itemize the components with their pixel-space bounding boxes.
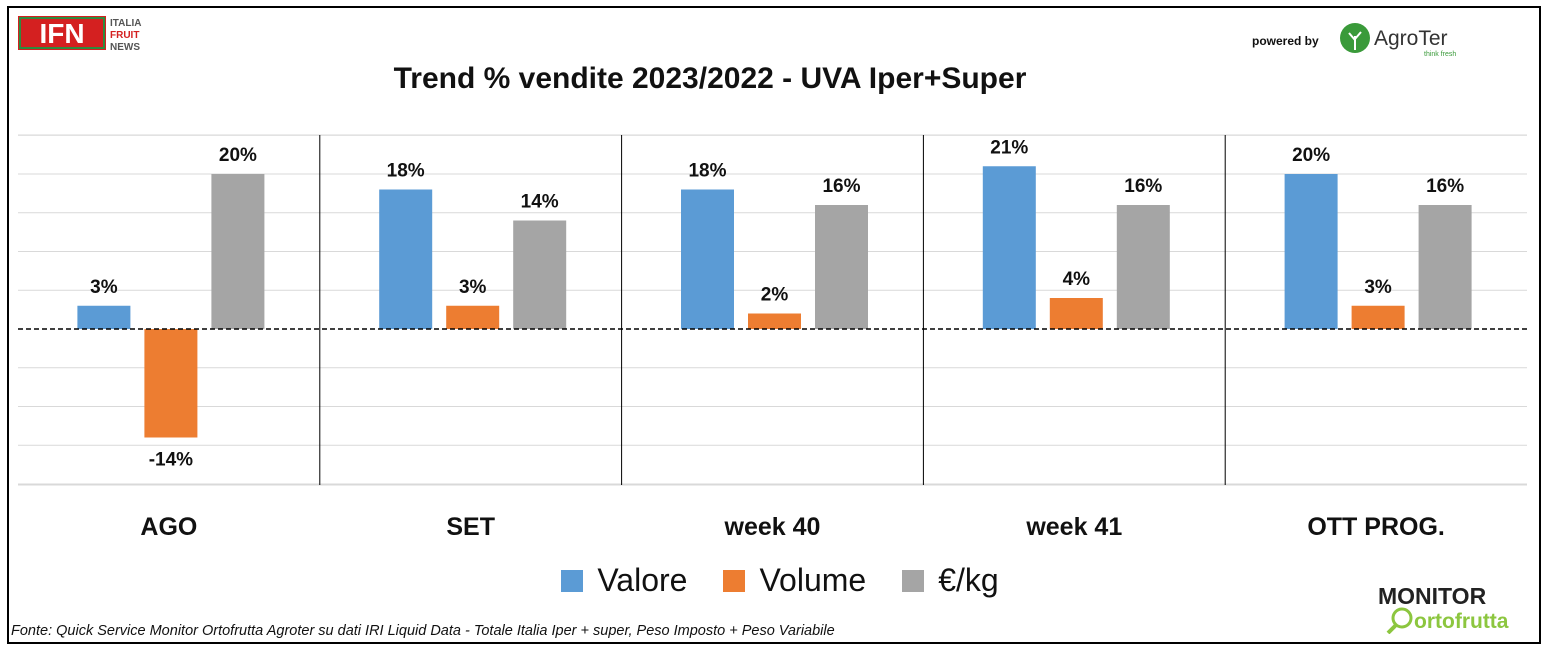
bar-Valore-week 41 [982,166,1036,329]
bar-€/kg-OTT PROG. [1418,205,1472,329]
data-label: 21% [990,137,1028,158]
legend-item: Volume [723,562,866,599]
ifn-logo: IFN ITALIA FRUIT NEWS [18,16,141,52]
category-label: OTT PROG. [1307,513,1445,541]
bar-Valore-OTT PROG. [1284,174,1338,329]
data-label: 18% [688,161,726,182]
powered-by-label: powered by [1252,34,1319,48]
data-label: 3% [90,277,118,298]
bar-Volume-week 40 [748,313,801,329]
data-label: 16% [1426,176,1464,197]
bar-€/kg-AGO [211,174,265,329]
category-label: week 41 [1025,513,1122,541]
data-label: 18% [387,161,425,182]
bar-Volume-SET [446,305,500,329]
bar-Valore-SET [379,189,433,329]
chart-legend: Valore Volume €/kg [0,562,1548,600]
data-label: 2% [761,285,789,306]
category-label: AGO [140,513,197,541]
legend-swatch [902,569,925,592]
bar-€/kg-week 40 [815,205,868,329]
bar-Valore-AGO [77,305,131,329]
bar-Volume-week 41 [1049,298,1103,329]
svg-text:AgroTer: AgroTer [1374,27,1448,50]
data-label: 14% [521,192,559,213]
legend-item: €/kg [902,562,999,599]
chart-title: Trend % vendite 2023/2022 - UVA Iper+Sup… [393,62,1027,95]
legend-label: €/kg [938,562,999,598]
data-label: 20% [1292,145,1330,166]
bar-€/kg-SET [513,220,567,329]
svg-text:NEWS: NEWS [110,42,140,52]
bar-Volume-AGO [144,329,198,438]
data-label: 20% [219,145,257,166]
legend-item: Valore [561,562,687,599]
agroter-logo: AgroTer think fresh [1340,23,1456,58]
monitor-ortofrutta-logo: MONITOR ortofrutta [1378,584,1509,634]
svg-text:ITALIA: ITALIA [110,18,141,29]
bar-€/kg-week 41 [1116,205,1170,329]
legend-swatch [723,569,746,592]
source-note: Fonte: Quick Service Monitor Ortofrutta … [11,623,835,639]
svg-text:IFN: IFN [39,18,84,49]
legend-swatch [561,569,584,592]
svg-text:MONITOR: MONITOR [1378,584,1487,609]
data-label: 3% [459,277,487,298]
legend-label: Volume [759,562,867,598]
data-label: 3% [1364,277,1392,298]
data-label: -14% [149,450,193,471]
data-label: 4% [1063,269,1091,290]
svg-text:ortofrutta: ortofrutta [1414,610,1509,633]
data-label: 16% [822,176,860,197]
category-label: SET [446,513,495,541]
data-label: 16% [1124,176,1162,197]
bar-Volume-OTT PROG. [1351,305,1405,329]
legend-label: Valore [597,562,688,598]
bar-Valore-week 40 [681,189,734,329]
svg-text:FRUIT: FRUIT [110,30,139,41]
category-label: week 40 [724,513,821,541]
svg-text:think fresh: think fresh [1424,51,1456,58]
